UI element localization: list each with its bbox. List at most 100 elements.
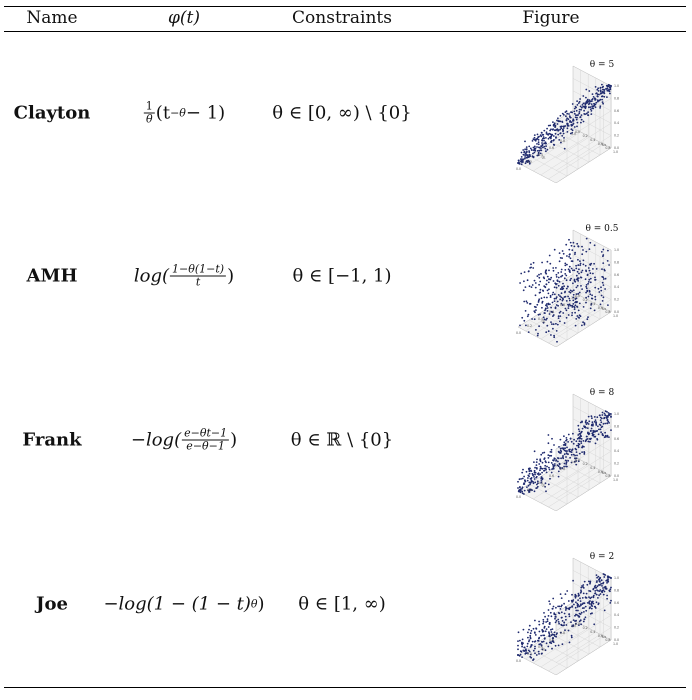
scatter-point bbox=[596, 589, 598, 591]
scatter-point bbox=[546, 618, 549, 621]
grid-line bbox=[528, 647, 568, 669]
scatter-point bbox=[537, 472, 540, 475]
scatter-point bbox=[586, 99, 589, 102]
scatter-point bbox=[593, 262, 595, 265]
scatter-point bbox=[574, 622, 577, 625]
scatter-point bbox=[569, 253, 571, 256]
scatter-point bbox=[583, 322, 586, 325]
scatter-point bbox=[551, 301, 554, 304]
scatter-point bbox=[565, 461, 568, 464]
header-rule bbox=[4, 31, 686, 32]
scatter-point bbox=[595, 92, 597, 95]
axis-pane bbox=[517, 455, 612, 511]
scatter-point bbox=[578, 272, 580, 275]
scatter-point bbox=[574, 606, 577, 609]
scatter-point bbox=[538, 623, 541, 626]
scatter-point bbox=[544, 147, 547, 150]
scatter-point bbox=[537, 650, 540, 653]
scatter-point bbox=[578, 437, 581, 440]
scatter-point bbox=[585, 435, 588, 438]
scatter-point bbox=[599, 303, 602, 306]
scatter-point bbox=[536, 458, 538, 461]
scatter-point bbox=[585, 296, 587, 299]
scatter-point bbox=[535, 461, 538, 463]
scatter-point bbox=[574, 311, 576, 314]
scatter-point bbox=[530, 629, 533, 632]
z-tick-label: 0.4 bbox=[614, 121, 619, 125]
scatter-point bbox=[543, 129, 546, 132]
scatter-point bbox=[559, 128, 562, 131]
scatter-point bbox=[517, 480, 519, 483]
scatter-point bbox=[532, 146, 535, 149]
scatter-point bbox=[578, 612, 581, 615]
scatter-point bbox=[578, 108, 581, 111]
y-tick-label: 0.8 bbox=[605, 146, 610, 150]
scatter-point bbox=[577, 444, 580, 447]
scatter-point bbox=[575, 109, 578, 112]
scatter-point bbox=[555, 267, 557, 269]
scatter-point bbox=[576, 270, 579, 273]
scatter-3d-plot: 0.00.00.00.20.2 0.20.40.40.40.60.60.60.80… bbox=[516, 224, 619, 347]
scatter-point bbox=[590, 103, 593, 105]
scatter-point bbox=[565, 309, 568, 312]
scatter-point bbox=[570, 453, 573, 456]
scatter-point bbox=[559, 310, 562, 313]
scatter-point bbox=[539, 313, 541, 316]
scatter-point bbox=[602, 88, 604, 91]
scatter-point bbox=[559, 298, 562, 301]
z-tick-label: 0.8 bbox=[614, 96, 619, 100]
scatter-point bbox=[585, 423, 588, 425]
scatter-point bbox=[523, 154, 526, 156]
scatter-point bbox=[572, 442, 575, 445]
scatter-point bbox=[588, 102, 591, 105]
scatter-point bbox=[552, 463, 554, 466]
scatter-point bbox=[538, 298, 541, 301]
figure-joe: 0.0 0.0 0.0 0.2 0.2 0.2 0.4 0.4 0.4 0.6 0.6 0.6 0.8 0… bbox=[490, 550, 620, 675]
y-tick-label: 0.8 bbox=[605, 310, 610, 314]
scatter-point bbox=[571, 290, 573, 293]
scatter-point bbox=[550, 276, 553, 279]
scatter-point bbox=[586, 422, 589, 424]
scatter-point bbox=[583, 602, 586, 605]
scatter-point bbox=[609, 92, 611, 95]
scatter-point bbox=[555, 276, 558, 278]
scatter-point bbox=[531, 644, 533, 646]
x-axis-label: u₁ bbox=[542, 483, 547, 488]
scatter-point bbox=[527, 313, 530, 316]
scatter-point bbox=[591, 612, 593, 615]
scatter-point bbox=[523, 319, 526, 322]
frac-clayton: 1 θ bbox=[143, 99, 155, 126]
scatter-point bbox=[591, 98, 594, 100]
scatter-point bbox=[557, 460, 559, 463]
scatter-point bbox=[546, 310, 549, 312]
scatter-point bbox=[576, 454, 578, 457]
scatter-point bbox=[548, 641, 551, 644]
scatter-point bbox=[560, 302, 563, 305]
scatter-point bbox=[528, 472, 531, 475]
scatter-point bbox=[533, 318, 536, 321]
scatter-point bbox=[548, 454, 551, 457]
scatter-point bbox=[563, 147, 566, 150]
scatter-point bbox=[549, 129, 551, 132]
grid-line bbox=[525, 459, 581, 496]
scatter-point bbox=[561, 447, 564, 450]
scatter-point bbox=[582, 592, 585, 595]
scatter-point bbox=[596, 93, 599, 96]
scatter-point bbox=[541, 478, 544, 481]
scatter-point bbox=[540, 453, 543, 456]
scatter-point bbox=[567, 305, 570, 307]
grid-line bbox=[539, 148, 579, 170]
scatter-point bbox=[595, 581, 598, 583]
scatter-point bbox=[609, 86, 611, 89]
scatter-point bbox=[551, 311, 554, 313]
scatter-point bbox=[593, 416, 596, 418]
scatter-point bbox=[585, 438, 588, 441]
scatter-point bbox=[579, 116, 582, 118]
scatter-point bbox=[605, 416, 608, 419]
scatter-point bbox=[584, 596, 587, 599]
scatter-point bbox=[525, 470, 528, 473]
scatter-point bbox=[565, 274, 568, 277]
scatter-point bbox=[563, 602, 565, 605]
scatter-point bbox=[606, 96, 608, 98]
scatter-point bbox=[563, 462, 566, 465]
